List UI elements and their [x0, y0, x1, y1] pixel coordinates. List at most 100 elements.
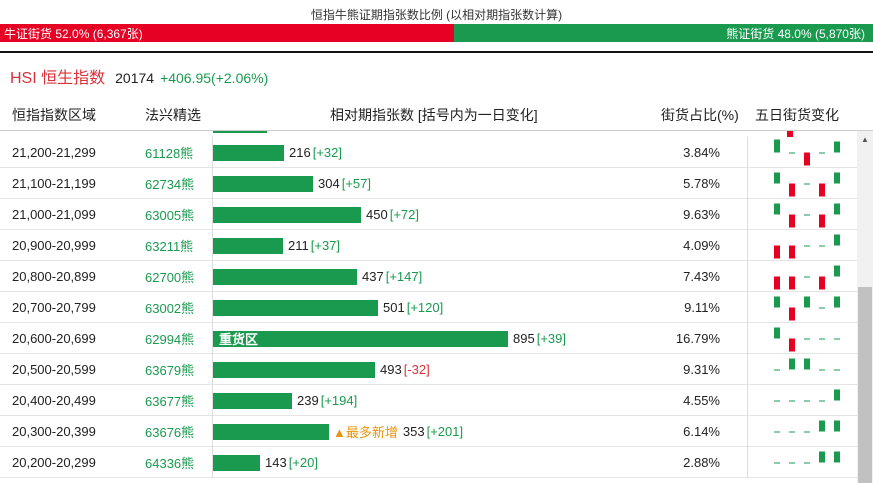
contracts-cell: 239 [+194] — [212, 385, 662, 416]
table-scrollbar[interactable]: ▲ — [857, 131, 873, 483]
contracts-value: 437 — [362, 269, 384, 284]
warrant-code-link[interactable]: 62994熊 — [145, 331, 195, 347]
sparkline-bar — [834, 172, 840, 184]
contracts-cell: 501 [+120] — [212, 292, 662, 323]
share-percent: 2.88% — [683, 454, 720, 470]
sparkline-bar — [789, 462, 795, 464]
contracts-value: 501 — [383, 300, 405, 315]
index-quote: HSI 恒生指数 20174 +406.95(+2.06%) — [10, 64, 269, 87]
warrant-code-link[interactable]: 63002熊 — [145, 300, 195, 316]
warrant-code-link[interactable]: 62734熊 — [145, 176, 195, 192]
table-row: 20,900-20,999 63211熊 211 [+37] 4.09% — [0, 230, 857, 261]
index-name[interactable]: HSI 恒生指数 — [10, 70, 106, 87]
warrant-code-link[interactable]: 63676熊 — [145, 424, 195, 440]
warrant-code-link[interactable]: 61128熊 — [145, 145, 194, 161]
contracts-cell: 493 [-32] — [212, 354, 662, 385]
contracts-bar — [213, 299, 378, 316]
warrant-code-link[interactable]: 64336熊 — [145, 455, 195, 471]
table-row: 20,600-20,699 62994熊 重货区 895 [+39] 16.79% — [0, 323, 857, 354]
sparkline-bar — [804, 245, 810, 247]
five-day-change-cell — [747, 385, 857, 416]
contracts-change: [+72] — [389, 207, 419, 222]
index-range: 21,100-21,199 — [12, 175, 96, 191]
sparkline-bar — [774, 203, 780, 215]
contracts-value: 493 — [380, 362, 402, 377]
table-header: 恒指指数区域 法兴精选 相对期指张数 [括号内为一日变化] 街货占比(%) 五日… — [0, 97, 873, 131]
index-range: 20,900-20,999 — [12, 237, 96, 253]
contracts-bar — [213, 423, 329, 440]
sparkline-bar — [789, 400, 795, 402]
contracts-change: [+20] — [288, 455, 318, 470]
contracts-change: [+147] — [385, 269, 423, 284]
sparkline-bar — [804, 338, 810, 340]
sparkline-bar — [834, 203, 840, 215]
sparkline-bar — [834, 420, 840, 432]
sparkline-bar — [804, 431, 810, 433]
share-percent: 3.84% — [683, 144, 720, 160]
most-added-label: ▲最多新增 — [333, 425, 398, 440]
table-row: 20,800-20,899 62700熊 437 [+147] 7.43% — [0, 261, 857, 292]
sparkline-bar — [804, 214, 810, 216]
contracts-value: 143 — [265, 455, 287, 470]
index-range: 20,400-20,499 — [12, 392, 96, 408]
contracts-change: [+120] — [406, 300, 444, 315]
index-change: +406.95(+2.06%) — [160, 70, 269, 86]
table-row: 21,100-21,199 62734熊 304 [+57] 5.78% — [0, 168, 857, 199]
contracts-cell: 437 [+147] — [212, 261, 662, 292]
contracts-change: [+194] — [320, 393, 358, 408]
column-header-contracts: 相对期指张数 [括号内为一日变化] — [330, 107, 538, 123]
sparkline-bar — [789, 276, 795, 290]
warrant-code-link[interactable]: 63211熊 — [145, 238, 194, 254]
sparkline-bar — [834, 265, 840, 277]
table-row: 20,300-20,399 63676熊 ▲最多新增 353 [+201] 6.14% — [0, 416, 857, 447]
sparkline-bar — [819, 307, 825, 309]
contracts-value: 211 — [288, 238, 309, 253]
page-title: 恒指牛熊证期指张数比例 (以相对期指张数计算) — [310, 8, 563, 22]
table-row: 20,400-20,499 63677熊 239 [+194] 4.55% — [0, 385, 857, 416]
contracts-cell: 143 [+20] — [212, 447, 662, 478]
contracts-bar — [213, 454, 260, 471]
sparkline-bar — [804, 183, 810, 185]
sparkline-bar — [819, 369, 825, 371]
five-day-change-cell — [747, 230, 857, 261]
sparkline-bar — [834, 451, 840, 463]
contracts-cell: 304 [+57] — [212, 168, 662, 199]
sparkline-bar — [789, 338, 795, 352]
five-day-sparkline — [774, 265, 840, 290]
share-percent: 7.43% — [683, 268, 720, 284]
scroll-thumb[interactable] — [858, 287, 872, 483]
bull-bear-ratio-bar: 牛证街货 52.0% (6,367张) 熊证街货 48.0% (5,870张) — [0, 24, 873, 42]
warrant-code-link[interactable]: 63679熊 — [145, 362, 195, 378]
share-percent: 9.11% — [684, 299, 720, 315]
sparkline-bar — [789, 245, 795, 259]
index-range: 20,700-20,799 — [12, 299, 96, 315]
sparkline-bar — [834, 296, 840, 308]
bear-share-segment: 熊证街货 48.0% (5,870张) — [453, 24, 873, 42]
sparkline-bar — [819, 338, 825, 340]
five-day-change-cell — [747, 168, 857, 199]
five-day-sparkline — [774, 451, 840, 464]
contracts-cell: 211 [+37] — [212, 230, 662, 261]
share-percent: 9.63% — [683, 206, 720, 222]
warrant-code-link[interactable]: 63005熊 — [145, 207, 195, 223]
sparkline-bar — [819, 214, 825, 228]
contracts-cell: 450 [+72] — [212, 199, 662, 230]
table-row: 20,500-20,599 63679熊 493 [-32] 9.31% — [0, 354, 857, 385]
warrant-code-link[interactable]: 63677熊 — [145, 393, 195, 409]
scroll-up-arrow-icon[interactable]: ▲ — [861, 134, 869, 144]
five-day-change-cell — [747, 354, 857, 385]
share-percent: 4.55% — [683, 392, 720, 408]
sparkline-bar — [804, 276, 810, 278]
warrant-code-link[interactable]: 62700熊 — [145, 269, 195, 285]
heavy-zone-label: 重货区 — [219, 332, 259, 347]
sparkline-bar — [804, 152, 810, 166]
contracts-bar — [213, 361, 375, 378]
sparkline-bar — [789, 152, 795, 154]
sparkline-bar — [774, 245, 780, 259]
contracts-value: 450 — [366, 207, 388, 222]
contracts-change: [+57] — [341, 176, 371, 191]
contracts-change: [+37] — [310, 238, 341, 253]
index-value: 20174 — [115, 70, 155, 86]
contracts-value: 216 — [289, 145, 311, 160]
five-day-sparkline — [774, 389, 840, 402]
